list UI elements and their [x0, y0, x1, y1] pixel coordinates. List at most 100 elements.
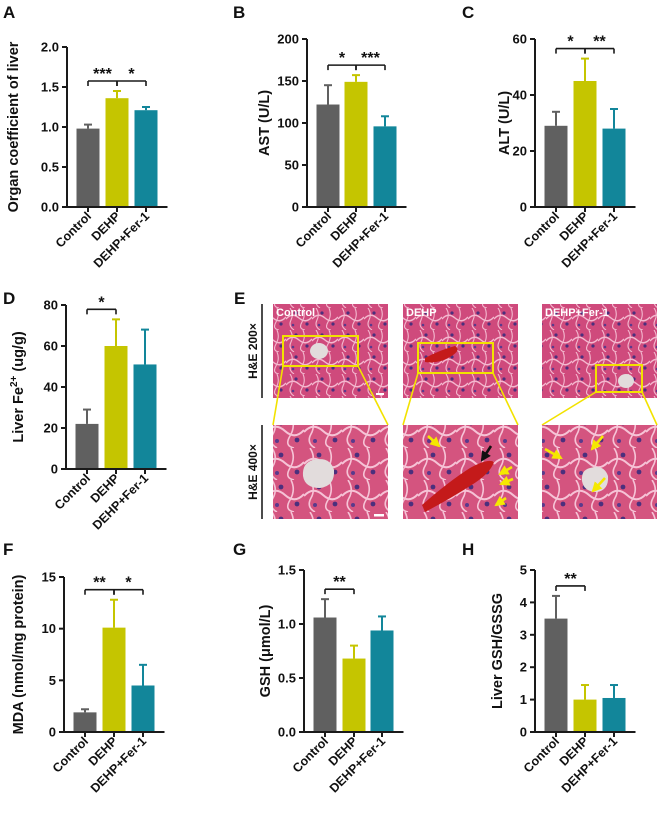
- y-tick-label: 0.5: [41, 160, 59, 175]
- panel-label-D: D: [3, 289, 15, 308]
- scale-bar: [376, 393, 384, 395]
- y-axis-label: ALT (U/L): [497, 91, 513, 155]
- significance-label: ***: [93, 66, 112, 83]
- y-tick-label: 10: [42, 621, 56, 636]
- panel-label-G: G: [233, 540, 246, 559]
- x-tick-label: Control: [290, 734, 331, 775]
- y-tick-label: 0: [49, 725, 56, 740]
- y-axis-label: GSH (μmol/L): [258, 605, 274, 698]
- y-axis-label: Liver Fe2+ (ug/g): [9, 331, 27, 442]
- y-tick-label: 0: [292, 200, 299, 215]
- y-tick-label: 60: [44, 339, 58, 354]
- y-axis-label: AST (U/L): [257, 90, 273, 156]
- y-tick-label: 2.0: [41, 40, 59, 55]
- y-axis-label: MDA (nmol/mg protein): [11, 574, 27, 734]
- chart-A: A Organ coefficient of liver 0.0 0.5 1.0 1.5 2…: [3, 3, 168, 270]
- y-tick-label: 50: [285, 158, 299, 173]
- micrograph-control-200x: Control: [273, 304, 388, 398]
- micrograph-fer1-200x: DEHP+Fer-1: [542, 304, 657, 398]
- bar-dehp: [573, 81, 597, 207]
- arrow-yellow: [590, 435, 604, 451]
- y-tick-label: 4: [520, 595, 528, 610]
- panel-label-B: B: [233, 3, 245, 22]
- y-tick-label: 1.0: [41, 120, 59, 135]
- arrow-yellow: [498, 465, 513, 476]
- bar-dehp-fer-1: [370, 630, 394, 732]
- x-tick-label: Control: [53, 209, 94, 250]
- bar-dehp-fer-1: [602, 697, 626, 732]
- panel-label-H: H: [462, 540, 474, 559]
- y-tick-label: 20: [44, 421, 58, 436]
- y-tick-label: 200: [277, 32, 299, 47]
- y-tick-label: 80: [44, 298, 58, 313]
- zoom-box: [595, 364, 643, 393]
- bar-control: [313, 617, 337, 732]
- y-axis-label: Liver GSH/GSSG: [490, 593, 506, 709]
- significance-label: *: [567, 34, 574, 51]
- y-tick-label: 150: [277, 74, 299, 89]
- scale-bar: [374, 514, 384, 517]
- central-vein: [618, 374, 634, 388]
- arrow-yellow: [591, 477, 606, 493]
- significance-label: *: [339, 50, 346, 67]
- micrograph-dehp-200x: DEHP: [403, 304, 518, 398]
- bar-dehp: [102, 627, 126, 732]
- y-tick-label: 0.0: [278, 725, 296, 740]
- y-tick-label: 15: [42, 570, 56, 585]
- significance-label: **: [93, 575, 106, 592]
- zoom-box: [282, 335, 359, 367]
- y-tick-label: 0: [51, 462, 58, 477]
- bar-control: [73, 712, 97, 732]
- central-vein: [310, 343, 328, 359]
- y-tick-label: 5: [520, 563, 527, 578]
- central-vein: [302, 459, 335, 488]
- bar-dehp-fer-1: [133, 364, 157, 469]
- micrograph-title-dehp: DEHP: [406, 307, 437, 319]
- row-label-200x: H&E 200×: [246, 323, 260, 379]
- bar-dehp-fer-1: [134, 110, 158, 207]
- significance-label: ***: [361, 50, 380, 67]
- bar-dehp: [105, 98, 129, 207]
- congested-vessel: [422, 460, 494, 512]
- arrow-yellow: [494, 495, 507, 507]
- bar-dehp: [104, 346, 128, 469]
- arrow-yellow: [499, 476, 514, 486]
- bar-dehp: [342, 658, 366, 732]
- panel-label-A: A: [3, 3, 15, 22]
- zoom-box: [417, 342, 494, 374]
- bar-dehp-fer-1: [602, 128, 626, 207]
- y-tick-label: 1.5: [278, 563, 296, 578]
- congested-vessel: [425, 346, 458, 363]
- bar-dehp: [344, 81, 368, 207]
- arrows-yellow-dehp: [427, 435, 514, 507]
- bar-dehp-fer-1: [373, 126, 397, 207]
- y-tick-label: 0: [520, 200, 527, 215]
- y-tick-label: 2: [520, 660, 527, 675]
- significance-label: **: [333, 574, 346, 591]
- y-tick-label: 20: [513, 144, 527, 159]
- x-tick-label: Control: [50, 734, 91, 775]
- significance-label: *: [125, 575, 132, 592]
- x-tick-label: Control: [52, 471, 93, 512]
- micrograph-title-control: Control: [276, 307, 315, 319]
- arrow-yellow: [427, 435, 441, 448]
- micrograph-dehp-400x: [403, 425, 518, 519]
- y-tick-label: 0.5: [278, 671, 296, 686]
- x-tick-label: Control: [293, 209, 334, 250]
- panel-label-F: F: [3, 540, 13, 559]
- x-tick-label: Control: [521, 209, 562, 250]
- bar-dehp: [573, 699, 597, 732]
- micrograph-fer1-400x: [542, 425, 657, 519]
- bar-control: [75, 423, 99, 469]
- arrow-yellow: [544, 447, 563, 460]
- y-tick-label: 5: [49, 673, 56, 688]
- micrograph-panel: E H&E 200× H&E 400× Control DEHP DEHP+Fe…: [234, 289, 658, 519]
- panel-label-E: E: [234, 289, 245, 308]
